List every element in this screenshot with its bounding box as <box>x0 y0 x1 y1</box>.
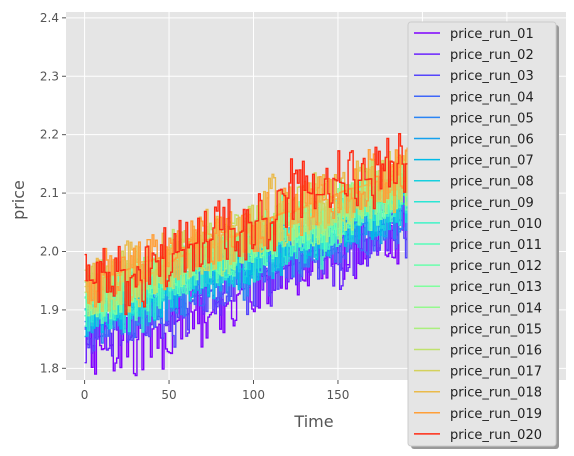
x-tick-label: 150 <box>327 388 350 402</box>
y-tick-label: 2.0 <box>40 244 59 258</box>
legend-label-price_run_014: price_run_014 <box>450 301 542 316</box>
legend-label-price_run_05: price_run_05 <box>450 111 534 126</box>
legend-label-price_run_019: price_run_019 <box>450 407 542 422</box>
legend-label-price_run_018: price_run_018 <box>450 386 542 401</box>
y-tick-label: 2.2 <box>40 128 59 142</box>
legend-label-price_run_01: price_run_01 <box>450 27 534 42</box>
y-tick-label: 1.8 <box>40 361 59 375</box>
x-tick-label: 100 <box>242 388 265 402</box>
legend-label-price_run_012: price_run_012 <box>450 259 542 274</box>
legend-label-price_run_011: price_run_011 <box>450 238 542 253</box>
legend-label-price_run_02: price_run_02 <box>450 48 534 63</box>
y-axis-label: price <box>9 180 28 220</box>
legend-label-price_run_07: price_run_07 <box>450 154 534 169</box>
legend-label-price_run_08: price_run_08 <box>450 175 534 190</box>
legend-label-price_run_09: price_run_09 <box>450 196 534 211</box>
y-tick-label: 2.3 <box>40 69 59 83</box>
legend-label-price_run_017: price_run_017 <box>450 365 542 380</box>
y-tick-label: 2.1 <box>40 186 59 200</box>
x-axis-label: Time <box>293 412 333 431</box>
legend-label-price_run_016: price_run_016 <box>450 344 542 359</box>
x-tick-label: 0 <box>81 388 89 402</box>
legend-box <box>407 21 557 447</box>
legend-label-price_run_06: price_run_06 <box>450 133 534 148</box>
legend-label-price_run_03: price_run_03 <box>450 69 534 84</box>
y-tick-label: 2.4 <box>40 11 59 25</box>
legend: price_run_01 price_run_02 price_run_03pric… <box>407 21 559 449</box>
legend-label-price_run_013: price_run_013 <box>450 280 542 295</box>
legend-label-price_run_020: price_run_020 <box>450 428 542 443</box>
legend-label-price_run_015: price_run_015 <box>450 322 542 337</box>
legend-label-price_run_010: price_run_010 <box>450 217 542 232</box>
legend-label-price_run_04: price_run_04 <box>450 90 534 105</box>
x-tick-label: 50 <box>161 388 176 402</box>
y-tick-label: 1.9 <box>40 303 59 317</box>
